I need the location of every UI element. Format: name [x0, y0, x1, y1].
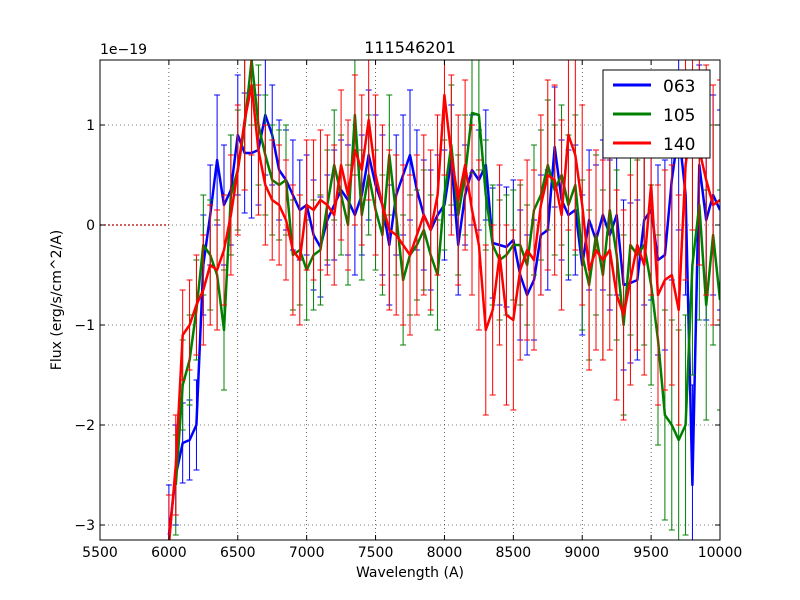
y-offset-label: 1e−19: [100, 42, 147, 58]
series-line-105: [174, 60, 720, 486]
x-tick-label: 6000: [151, 545, 187, 561]
x-tick-label: 9000: [564, 545, 600, 561]
y-tick-label: 0: [86, 218, 95, 234]
y-tick-label: −1: [74, 318, 95, 334]
legend-label-063: 063: [663, 77, 695, 97]
legend-label-140: 140: [663, 135, 695, 155]
chart-title: 111546201: [364, 38, 456, 57]
x-tick-label: 8000: [427, 545, 463, 561]
x-tick-label: 5500: [82, 545, 118, 561]
x-tick-label: 9500: [633, 545, 669, 561]
series-line-140: [168, 83, 720, 540]
x-tick-label: 8500: [496, 545, 532, 561]
legend-label-105: 105: [663, 106, 695, 126]
series-140: [165, 60, 720, 540]
x-tick-label: 6500: [220, 545, 256, 561]
x-axis-label: Wavelength (A): [356, 565, 464, 581]
ticks: 5500 6000 6500 7000 7500 8000 8500 9000 9500 1000…: [74, 60, 742, 561]
y-tick-label: 1: [86, 118, 95, 134]
x-tick-label: 10000: [698, 545, 743, 561]
x-tick-label: 7500: [358, 545, 394, 561]
x-tick-label: 7000: [289, 545, 325, 561]
legend: 063 105 140: [602, 69, 711, 159]
y-tick-label: −2: [74, 418, 95, 434]
y-tick-label: −3: [74, 518, 95, 534]
y-axis-label: Flux (erg/s/cm^2/A): [49, 230, 65, 370]
plot-frame: [99, 59, 721, 541]
